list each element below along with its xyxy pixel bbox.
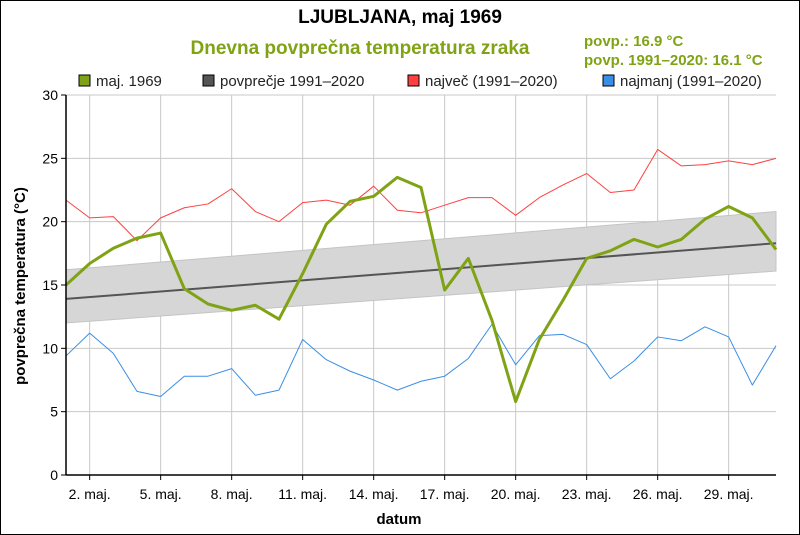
legend-item-may-1969-swatch (78, 74, 91, 87)
x-tick-label: 8. maj. (211, 486, 253, 502)
y-tick-label: 30 (42, 87, 58, 103)
y-tick-label: 20 (42, 214, 58, 230)
x-tick-label: 5. maj. (140, 486, 182, 502)
x-tick-label: 11. maj. (278, 486, 327, 502)
x-tick-label: 23. maj. (562, 486, 612, 502)
legend-item-min-swatch (602, 74, 615, 87)
legend-item-max-swatch (407, 74, 420, 87)
x-tick-label: 17. maj. (420, 486, 470, 502)
legend-item-average-swatch (202, 74, 215, 87)
legend-item-min-label: najmanj (1991–2020) (620, 73, 762, 90)
y-tick-label: 5 (50, 404, 58, 420)
y-tick-label: 0 (50, 467, 58, 483)
x-tick-label: 20. maj. (491, 486, 541, 502)
legend-item-max-label: največ (1991–2020) (425, 73, 558, 90)
stat-average: povp.: 16.9 °C (584, 33, 684, 50)
chart-subtitle: Dnevna povprečna temperatura zraka (191, 38, 530, 59)
legend: maj. 1969 povprečje 1991–2020 največ (1991… (78, 73, 762, 90)
legend-item-average-label: povprečje 1991–2020 (220, 73, 364, 90)
x-tick-label: 29. maj. (704, 486, 754, 502)
plot-area: 0 5 10 15 20 25 30 2. maj. 5. maj. 8. maj. 11. maj… (42, 87, 778, 502)
x-tick-label: 2. maj. (69, 486, 111, 502)
chart-title: LJUBLJANA, maj 1969 (298, 7, 502, 28)
x-tick-label: 14. maj. (349, 486, 399, 502)
stat-average-reference: povp. 1991–2020: 16.1 °C (584, 52, 763, 69)
y-tick-label: 25 (42, 150, 58, 166)
y-tick-label: 15 (42, 277, 58, 293)
x-axis-label: datum (377, 511, 422, 528)
legend-item-may-1969-label: maj. 1969 (96, 73, 162, 90)
y-tick-label: 10 (42, 340, 58, 356)
y-axis-label: povprečna temperatura (°C) (12, 187, 29, 385)
x-tick-label: 26. maj. (633, 486, 683, 502)
